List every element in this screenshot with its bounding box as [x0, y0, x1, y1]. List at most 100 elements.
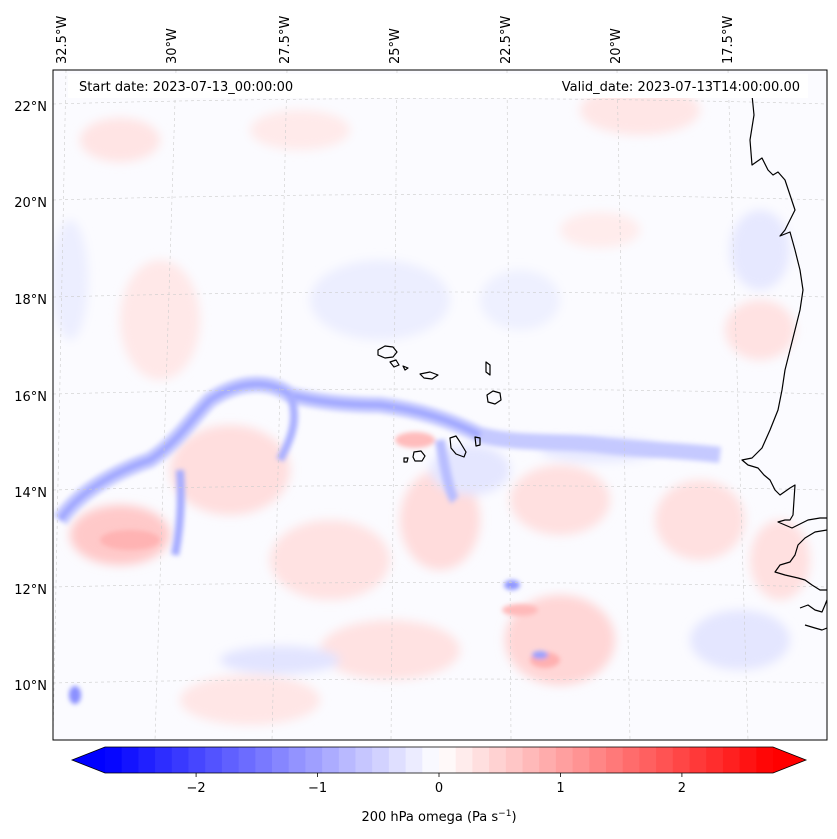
colorbar-swatch — [121, 747, 139, 773]
colorbar-swatch — [689, 747, 707, 773]
colorbar-swatch — [522, 747, 540, 773]
omega-field — [53, 85, 810, 725]
colorbar-swatch — [739, 747, 757, 773]
lat-label-20n: 20°N — [14, 196, 47, 211]
gridline-lon-22_5 — [506, 70, 512, 740]
latitude-labels: 22°N 20°N 18°N 16°N 14°N 12°N 10°N — [14, 100, 47, 694]
colorbar-swatch — [572, 747, 590, 773]
santa-luzia — [402, 365, 409, 371]
colorbar-label: 200 hPa omega (Pa s−1) — [361, 809, 516, 825]
lon-label-32_5w: 32.5°W — [55, 16, 70, 64]
colorbar-swatch — [255, 747, 273, 773]
lon-label-17_5w: 17.5°W — [721, 16, 736, 64]
colorbar-swatch — [639, 747, 657, 773]
colorbar-swatch — [672, 747, 691, 773]
colorbar-swatch — [305, 747, 323, 773]
colorbar-tick-label: 1 — [556, 781, 564, 796]
gridline-lat-18 — [53, 291, 827, 298]
lat-label-10n: 10°N — [14, 679, 47, 694]
colorbar-ticks: −2 −1 0 1 2 — [187, 773, 686, 796]
gridline-lon-27_5 — [271, 70, 288, 740]
lon-label-27_5w: 27.5°W — [278, 16, 293, 64]
coastlines — [377, 94, 827, 631]
colorbar-swatch — [188, 747, 206, 773]
fogo — [412, 450, 426, 462]
map-frame — [52, 69, 828, 741]
colorbar-swatch — [539, 747, 557, 773]
colorbar-swatch — [105, 747, 123, 773]
map-panel — [52, 69, 828, 741]
colorbar-swatch — [138, 747, 156, 773]
colorbar-swatch — [472, 747, 490, 773]
colorbar-extend-low — [72, 747, 105, 773]
colorbar-swatch — [171, 747, 190, 773]
colorbar-tick-label: 0 — [435, 781, 443, 796]
colorbar-swatch — [405, 747, 423, 773]
colorbar: −2 −1 0 1 2 200 hPa omega (Pa s−1) — [70, 746, 808, 825]
maio — [474, 436, 481, 447]
gridline-lat-14 — [53, 485, 827, 491]
lat-label-16n: 16°N — [14, 390, 47, 405]
colorbar-swatch — [355, 747, 373, 773]
lat-label-22n: 22°N — [14, 100, 47, 115]
colorbar-swatch — [422, 747, 440, 773]
colorbar-swatch — [288, 747, 306, 773]
colorbar-swatch — [656, 747, 674, 773]
colorbar-swatch — [505, 747, 524, 773]
colorbar-tick-label: 2 — [678, 781, 686, 796]
colorbar-swatch — [606, 747, 624, 773]
colorbar-swatch — [622, 747, 640, 773]
bissagos-islands — [799, 599, 827, 631]
colorbar-swatch — [155, 747, 173, 773]
colorbar-outline — [70, 746, 808, 774]
gridline-lon-25 — [390, 70, 398, 740]
gridline-lon-17_5 — [727, 70, 749, 740]
colorbar-swatch — [238, 747, 256, 773]
colorbar-swatch — [338, 747, 357, 773]
lon-label-30w: 30°W — [165, 28, 180, 64]
colorbar-extend-high — [773, 747, 806, 773]
longitude-labels: 32.5°W 30°W 27.5°W 25°W 22.5°W 20°W 17.5… — [55, 16, 736, 64]
colorbar-swatch — [439, 747, 457, 773]
santo-antao — [377, 345, 398, 359]
gridline-lon-32_5 — [53, 70, 67, 740]
santiago — [449, 435, 467, 458]
valid-date-label: Valid_date: 2023-07-13T14:00:00.00 — [562, 80, 800, 95]
colorbar-swatch — [489, 747, 507, 773]
africa-coastline — [741, 94, 827, 529]
west-africa-coast-south — [774, 529, 827, 591]
colorbar-swatches — [72, 747, 806, 773]
start-date-label: Start date: 2023-07-13_00:00:00 — [79, 80, 293, 95]
colorbar-swatch — [272, 747, 290, 773]
sao-vicente — [389, 359, 400, 368]
lon-label-20w: 20°W — [609, 28, 624, 64]
colorbar-swatch — [722, 747, 741, 773]
sao-nicolau — [419, 371, 439, 380]
colorbar-swatch — [455, 747, 473, 773]
sal — [485, 361, 491, 376]
colorbar-tick-label: −2 — [187, 781, 206, 796]
colorbar-swatch — [756, 747, 774, 773]
lat-label-14n: 14°N — [14, 486, 47, 501]
gridline-lon-20 — [616, 70, 631, 740]
boa-vista — [486, 390, 502, 405]
colorbar-swatch — [388, 747, 407, 773]
brava — [403, 457, 409, 463]
colorbar-swatch — [555, 747, 574, 773]
colorbar-swatch — [706, 747, 724, 773]
lon-label-22_5w: 22.5°W — [499, 16, 514, 64]
header-band — [68, 74, 808, 98]
colorbar-swatch — [205, 747, 223, 773]
lat-label-12n: 12°N — [14, 583, 47, 598]
gridline-lat-10 — [53, 678, 827, 684]
gridline-lon-30 — [154, 70, 177, 740]
gridline-lat-22 — [53, 98, 827, 105]
colorbar-tick-label: −1 — [308, 781, 327, 796]
lat-label-18n: 18°N — [14, 293, 47, 308]
lon-label-25w: 25°W — [388, 28, 403, 64]
gridline-lat-16 — [53, 388, 827, 395]
gridline-lat-20 — [53, 194, 827, 201]
graticule — [53, 70, 827, 740]
colorbar-swatch — [372, 747, 390, 773]
